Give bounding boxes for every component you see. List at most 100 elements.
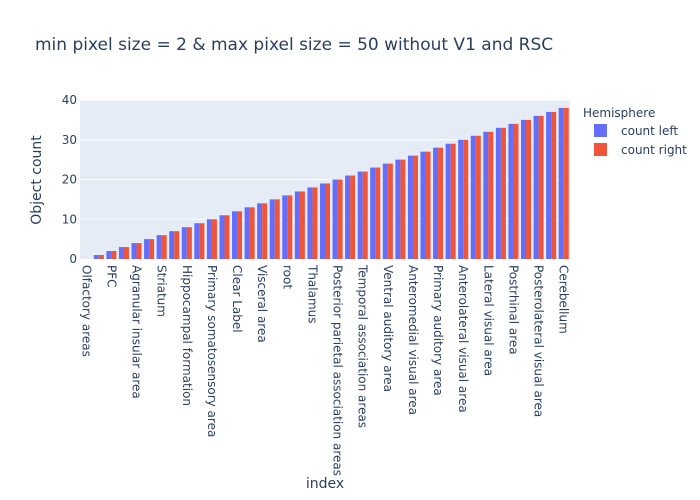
bar-count-left[interactable] xyxy=(332,179,338,260)
bar-count-right[interactable] xyxy=(136,243,142,259)
bar-count-left[interactable] xyxy=(533,115,539,260)
bar-count-right[interactable] xyxy=(362,171,368,259)
bar-count-left[interactable] xyxy=(495,127,501,259)
bar-count-left[interactable] xyxy=(169,231,175,259)
legend-swatch-count-right xyxy=(594,143,607,156)
bar-count-right[interactable] xyxy=(375,167,381,259)
bar-count-right[interactable] xyxy=(274,199,280,259)
bar-count-left[interactable] xyxy=(144,239,150,259)
bar-count-left[interactable] xyxy=(106,251,112,259)
bar-count-right[interactable] xyxy=(325,183,331,259)
y-axis-title: Object count xyxy=(29,135,45,225)
bar-count-right[interactable] xyxy=(111,251,117,259)
y-tick-label: 0 xyxy=(69,252,77,266)
bar-count-right[interactable] xyxy=(337,179,343,260)
bar-count-right[interactable] xyxy=(350,175,356,259)
bar-count-right[interactable] xyxy=(438,147,444,259)
bar-count-right[interactable] xyxy=(262,203,268,259)
bar-count-left[interactable] xyxy=(131,243,137,259)
bar-count-right[interactable] xyxy=(513,123,519,259)
bar-count-left[interactable] xyxy=(257,203,263,259)
bar-count-left[interactable] xyxy=(370,167,376,259)
bar-count-right[interactable] xyxy=(412,155,418,259)
bar-count-left[interactable] xyxy=(181,227,187,259)
x-tick-label: Olfactory areas xyxy=(79,265,93,357)
bar-count-right[interactable] xyxy=(299,191,305,259)
bar-count-right[interactable] xyxy=(287,195,293,259)
bar-count-left[interactable] xyxy=(458,139,464,259)
x-tick-label: Clear Label xyxy=(230,265,244,333)
x-tick-label: Visceral area xyxy=(255,265,269,343)
bar-count-left[interactable] xyxy=(508,123,514,259)
bar-count-left[interactable] xyxy=(558,107,564,259)
bar-count-left[interactable] xyxy=(319,183,325,259)
bar-count-left[interactable] xyxy=(294,191,300,259)
y-tick-labels: 0 10 20 30 40 xyxy=(62,93,77,266)
bar-count-left[interactable] xyxy=(470,135,476,259)
bar-count-right[interactable] xyxy=(526,119,532,259)
bar-count-right[interactable] xyxy=(149,239,155,259)
bar-count-left[interactable] xyxy=(244,207,250,259)
bar-count-left[interactable] xyxy=(483,131,489,259)
bar-count-right[interactable] xyxy=(312,187,318,259)
bar-count-left[interactable] xyxy=(407,155,413,259)
bar-count-left[interactable] xyxy=(382,163,388,259)
bar-count-left[interactable] xyxy=(445,143,451,259)
bar-count-left[interactable] xyxy=(420,151,426,259)
bar-count-right[interactable] xyxy=(237,211,243,259)
bar-count-right[interactable] xyxy=(425,151,431,259)
bar-count-left[interactable] xyxy=(546,111,552,259)
x-tick-label: PFC xyxy=(104,265,118,288)
bar-count-right[interactable] xyxy=(538,115,544,260)
bar-count-right[interactable] xyxy=(463,139,469,259)
bar-count-right[interactable] xyxy=(186,227,192,259)
bar-count-left[interactable] xyxy=(307,187,313,259)
bar-count-right[interactable] xyxy=(450,143,456,259)
bar-count-right[interactable] xyxy=(161,235,167,259)
bar-count-right[interactable] xyxy=(400,159,406,259)
x-axis-title: index xyxy=(306,476,344,492)
bar-count-left[interactable] xyxy=(282,195,288,259)
x-tick-label: Cerebellum xyxy=(557,265,571,334)
bar-count-left[interactable] xyxy=(345,175,351,259)
bar-count-right[interactable] xyxy=(475,135,481,259)
bar-count-right[interactable] xyxy=(98,255,104,259)
bar-count-right[interactable] xyxy=(488,131,494,259)
legend: Hemisphere count left count right xyxy=(583,106,687,157)
x-tick-label: Temporal association areas xyxy=(356,264,370,428)
bar-count-right[interactable] xyxy=(211,219,217,259)
bar-count-right[interactable] xyxy=(551,111,557,259)
y-tick-label: 20 xyxy=(62,173,77,187)
bar-count-right[interactable] xyxy=(224,215,230,259)
x-tick-label: root xyxy=(280,265,294,289)
bar-count-left[interactable] xyxy=(194,223,200,259)
x-tick-label: Posterior parietal association areas xyxy=(331,265,345,476)
bar-count-right[interactable] xyxy=(249,207,255,259)
bar-count-left[interactable] xyxy=(269,199,275,259)
bar-count-left[interactable] xyxy=(395,159,401,259)
bar-count-left[interactable] xyxy=(93,255,99,259)
bar-count-left[interactable] xyxy=(219,215,225,259)
bar-count-right[interactable] xyxy=(387,163,393,259)
x-tick-label: Anteromedial visual area xyxy=(406,265,420,415)
bar-count-left[interactable] xyxy=(118,247,124,259)
x-tick-labels: Olfactory areas PFC Agranular insular area… xyxy=(79,264,570,476)
bar-count-right[interactable] xyxy=(199,223,205,259)
chart-title: min pixel size = 2 & max pixel size = 50… xyxy=(35,35,553,55)
bar-count-left[interactable] xyxy=(232,211,238,259)
x-tick-label: Primary somatosensory area xyxy=(205,265,219,437)
bar-count-left[interactable] xyxy=(206,219,212,259)
bar-count-right[interactable] xyxy=(174,231,180,259)
legend-item-count-left[interactable]: count left xyxy=(594,124,678,138)
legend-item-count-right[interactable]: count right xyxy=(594,143,687,157)
bar-count-left[interactable] xyxy=(357,171,363,259)
bar-count-right[interactable] xyxy=(123,247,129,259)
bar-count-right[interactable] xyxy=(500,127,506,259)
bar-count-left[interactable] xyxy=(521,119,527,259)
bar-count-left[interactable] xyxy=(156,235,162,259)
bar-count-left[interactable] xyxy=(433,147,439,259)
bar-count-right[interactable] xyxy=(563,107,569,259)
legend-label-count-left: count left xyxy=(621,124,678,138)
